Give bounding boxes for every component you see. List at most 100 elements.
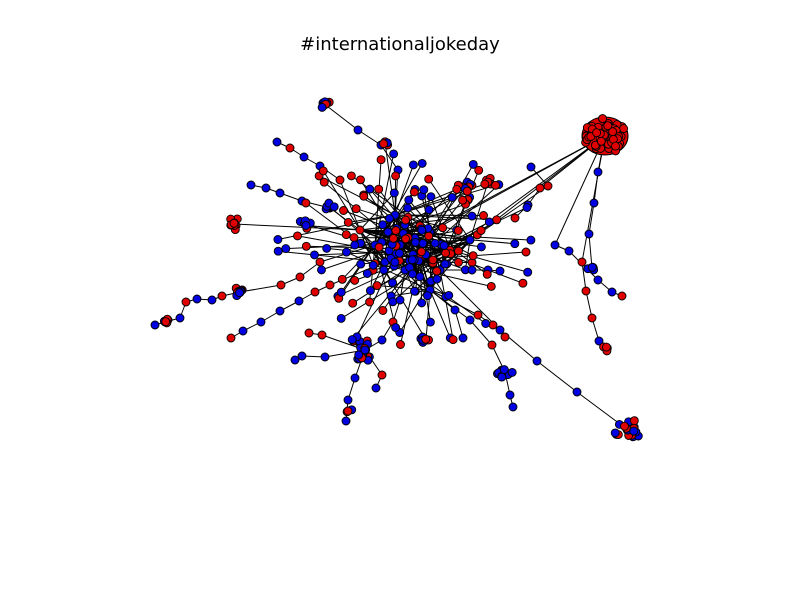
node-blue [439, 241, 449, 250]
node-blue [368, 260, 378, 270]
node-red [491, 180, 501, 190]
node-blue [341, 416, 351, 426]
node-blue [593, 167, 603, 177]
network-edge [359, 229, 482, 248]
network-edge [428, 178, 471, 241]
node-blue [347, 335, 357, 345]
node-blue [610, 428, 620, 438]
node-red [474, 165, 484, 175]
node-red [454, 257, 463, 267]
node-red [348, 298, 358, 308]
node-red [226, 333, 236, 343]
node-blue [465, 315, 475, 325]
node-blue [418, 238, 428, 248]
network-edge [399, 269, 406, 301]
node-red [462, 186, 472, 196]
node-red [285, 143, 295, 153]
node-blue [294, 296, 304, 306]
node-blue [447, 192, 457, 202]
network-edge [239, 284, 282, 293]
node-blue [273, 246, 283, 256]
network-edge [384, 141, 396, 216]
node-blue [587, 262, 597, 272]
network-edge [429, 289, 479, 316]
node-blue [417, 158, 427, 168]
node-blue [467, 211, 477, 221]
node-blue [484, 217, 494, 227]
network-edge [278, 250, 386, 263]
node-red [486, 281, 496, 291]
node-blue [350, 240, 360, 250]
network-edge [326, 247, 421, 259]
node-red [325, 280, 335, 290]
node-blue [377, 335, 387, 345]
node-red [310, 287, 320, 297]
node-red [339, 206, 348, 215]
node-blue [246, 180, 256, 190]
node-blue [261, 183, 271, 193]
node-red [351, 204, 361, 214]
network-edge [329, 206, 376, 246]
node-blue [476, 242, 486, 252]
node-blue [175, 313, 185, 323]
network-edge [380, 144, 399, 171]
node-red [488, 320, 498, 330]
node-blue [238, 326, 248, 336]
node-blue [275, 306, 285, 316]
node-blue [526, 235, 536, 245]
node-red [355, 225, 365, 235]
node-blue [391, 323, 401, 332]
node-red [374, 184, 384, 194]
node-blue [379, 265, 389, 275]
network-edge [439, 269, 454, 340]
node-blue [388, 278, 398, 288]
node-red [401, 215, 411, 225]
node-blue [425, 317, 435, 327]
node-blue [275, 188, 285, 198]
node-red [500, 332, 510, 342]
network-edge [419, 230, 482, 259]
node-red [396, 340, 405, 349]
node-blue [499, 365, 509, 375]
node-blue [495, 266, 505, 276]
node-blue [408, 269, 417, 279]
node-blue [593, 275, 603, 285]
node-blue [432, 274, 442, 284]
network-edge [588, 233, 593, 269]
node-blue [505, 390, 515, 400]
node-red [349, 233, 359, 243]
node-red [343, 406, 353, 416]
node-red [482, 269, 492, 279]
node-blue [458, 333, 468, 343]
node-red [391, 226, 401, 235]
node-blue [378, 220, 388, 230]
node-blue [390, 257, 400, 267]
network-edge [429, 289, 456, 311]
node-red [543, 181, 553, 191]
node-red [318, 166, 328, 176]
node-red [424, 231, 434, 241]
node-blue [395, 295, 405, 305]
network-edge [387, 203, 466, 233]
node-red [473, 310, 483, 320]
network-edge [469, 319, 493, 346]
node-red [603, 121, 613, 131]
network-edge [581, 261, 587, 292]
node-blue [408, 160, 418, 170]
node-red [416, 247, 426, 257]
node-red [343, 217, 353, 227]
network-edge [359, 215, 473, 231]
node-red [428, 255, 438, 265]
network-edge [394, 184, 496, 216]
node-red [438, 223, 448, 233]
node-blue [510, 239, 520, 249]
node-red [301, 241, 311, 251]
node-red [492, 215, 502, 225]
node-blue [272, 137, 282, 147]
node-red [337, 274, 347, 284]
node-red [378, 306, 388, 315]
node-blue [301, 221, 311, 230]
node-blue [395, 248, 404, 258]
node-red [365, 297, 375, 307]
node-red [480, 179, 490, 189]
